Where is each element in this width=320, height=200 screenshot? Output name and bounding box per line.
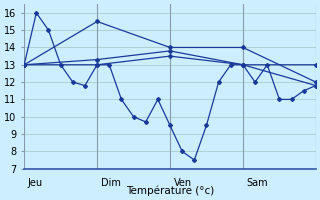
Text: Ven: Ven — [174, 178, 192, 188]
Text: Jeu: Jeu — [28, 178, 43, 188]
Text: Sam: Sam — [247, 178, 268, 188]
X-axis label: Température (°c): Température (°c) — [126, 185, 214, 196]
Text: Dim: Dim — [101, 178, 121, 188]
